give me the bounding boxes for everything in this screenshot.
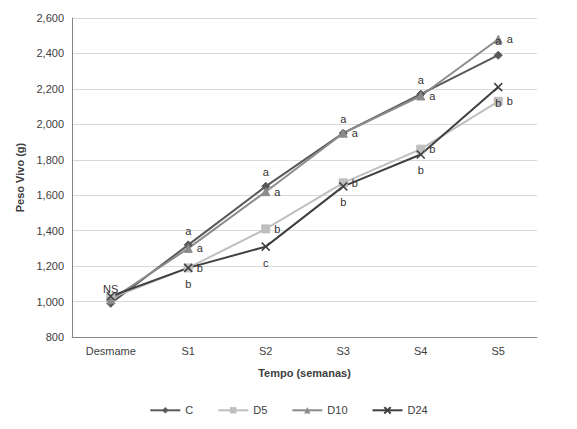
svg-text:S5: S5 [492, 345, 505, 357]
svg-text:1,600: 1,600 [36, 189, 64, 201]
svg-text:a: a [495, 35, 502, 47]
svg-text:D5: D5 [253, 404, 267, 416]
svg-text:1,400: 1,400 [36, 225, 64, 237]
svg-text:b: b [274, 223, 280, 235]
svg-text:D24: D24 [408, 404, 428, 416]
svg-text:Desmame: Desmame [86, 345, 136, 357]
svg-text:b: b [495, 97, 501, 109]
svg-text:2,400: 2,400 [36, 47, 64, 59]
svg-text:a: a [197, 242, 204, 254]
svg-text:b: b [340, 196, 346, 208]
svg-text:a: a [352, 127, 359, 139]
svg-text:800: 800 [46, 331, 64, 343]
svg-text:1,800: 1,800 [36, 154, 64, 166]
svg-text:Tempo (semanas): Tempo (semanas) [258, 367, 351, 379]
svg-text:NS: NS [103, 283, 118, 295]
svg-text:c: c [263, 257, 269, 269]
svg-text:a: a [274, 186, 281, 198]
svg-text:Peso Vivo (g): Peso Vivo (g) [14, 142, 26, 212]
svg-text:a: a [185, 225, 192, 237]
svg-text:D10: D10 [327, 404, 347, 416]
svg-text:a: a [429, 90, 436, 102]
svg-text:2,000: 2,000 [36, 118, 64, 130]
svg-text:b: b [429, 143, 435, 155]
svg-text:2,200: 2,200 [36, 83, 64, 95]
svg-text:b: b [418, 164, 424, 176]
svg-text:a: a [263, 166, 270, 178]
svg-text:a: a [340, 113, 347, 125]
svg-text:a: a [507, 33, 514, 45]
svg-text:S2: S2 [259, 345, 272, 357]
svg-text:2,600: 2,600 [36, 12, 64, 24]
svg-text:S1: S1 [182, 345, 195, 357]
svg-text:a: a [418, 74, 425, 86]
svg-text:1,200: 1,200 [36, 260, 64, 272]
svg-text:S4: S4 [414, 345, 427, 357]
svg-text:b: b [507, 95, 513, 107]
svg-text:C: C [185, 404, 193, 416]
svg-text:b: b [352, 177, 358, 189]
svg-text:S3: S3 [337, 345, 350, 357]
svg-text:b: b [185, 278, 191, 290]
svg-text:b: b [197, 262, 203, 274]
svg-text:1,000: 1,000 [36, 296, 64, 308]
